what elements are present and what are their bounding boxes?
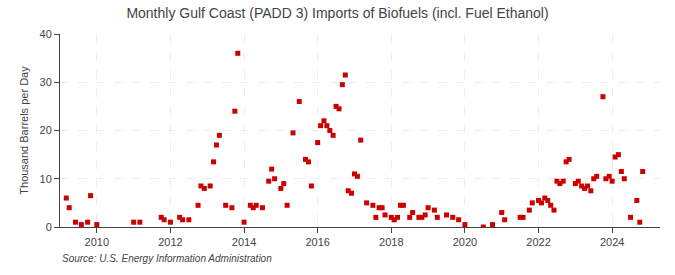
svg-text:2022: 2022 — [526, 236, 550, 248]
svg-text:2016: 2016 — [305, 236, 329, 248]
svg-text:Monthly Gulf Coast (PADD 3) Im: Monthly Gulf Coast (PADD 3) Imports of B… — [126, 5, 548, 21]
svg-text:10: 10 — [40, 173, 52, 185]
svg-text:2024: 2024 — [600, 236, 624, 248]
svg-text:30: 30 — [40, 76, 52, 88]
svg-text:40: 40 — [40, 28, 52, 40]
svg-text:2012: 2012 — [158, 236, 182, 248]
svg-text:2020: 2020 — [453, 236, 477, 248]
svg-text:0: 0 — [46, 221, 52, 233]
svg-text:2014: 2014 — [232, 236, 256, 248]
svg-text:2010: 2010 — [85, 236, 109, 248]
svg-text:Thousand Barrels per Day: Thousand Barrels per Day — [18, 66, 30, 195]
svg-text:20: 20 — [40, 124, 52, 136]
svg-text:2018: 2018 — [379, 236, 403, 248]
svg-text:Source: U.S. Energy Informatio: Source: U.S. Energy Information Administ… — [62, 253, 272, 264]
